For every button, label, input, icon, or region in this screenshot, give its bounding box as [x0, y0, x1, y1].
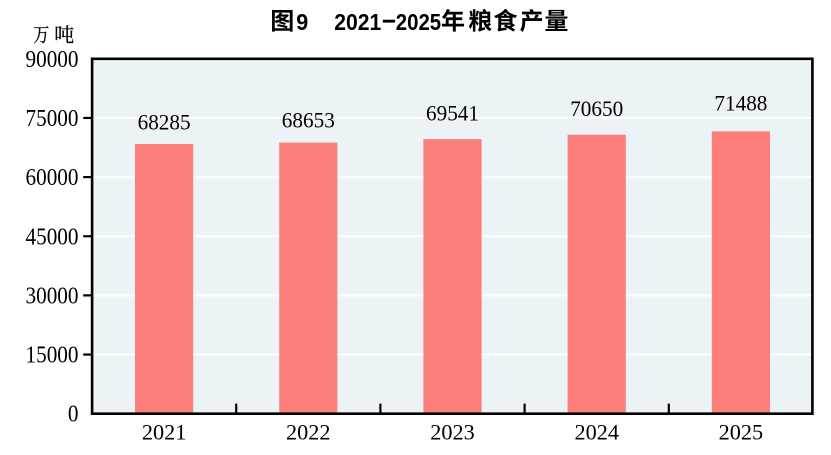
- svg-text:69541: 69541: [426, 100, 479, 125]
- svg-text:2021: 2021: [334, 9, 381, 35]
- svg-text:60000: 60000: [26, 165, 79, 191]
- svg-text:68285: 68285: [138, 110, 191, 135]
- svg-text:90000: 90000: [26, 47, 79, 73]
- svg-text:2025: 2025: [396, 9, 441, 35]
- svg-text:70650: 70650: [570, 96, 623, 121]
- svg-text:0: 0: [68, 402, 79, 428]
- svg-text:2023: 2023: [430, 420, 475, 445]
- svg-text:2021: 2021: [142, 420, 187, 445]
- svg-text:9: 9: [296, 9, 308, 35]
- svg-text:15000: 15000: [26, 343, 79, 369]
- svg-text:2024: 2024: [574, 420, 619, 445]
- svg-text:30000: 30000: [26, 283, 79, 309]
- svg-text:71488: 71488: [714, 90, 767, 115]
- svg-text:45000: 45000: [26, 224, 79, 250]
- svg-text:2022: 2022: [286, 420, 331, 445]
- svg-text:75000: 75000: [26, 106, 79, 132]
- svg-text:68653: 68653: [282, 107, 335, 132]
- svg-text:2025: 2025: [719, 420, 764, 445]
